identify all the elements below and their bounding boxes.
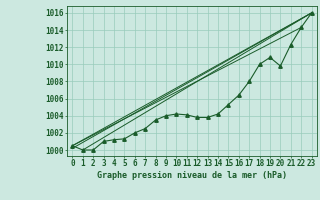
X-axis label: Graphe pression niveau de la mer (hPa): Graphe pression niveau de la mer (hPa) (97, 171, 287, 180)
